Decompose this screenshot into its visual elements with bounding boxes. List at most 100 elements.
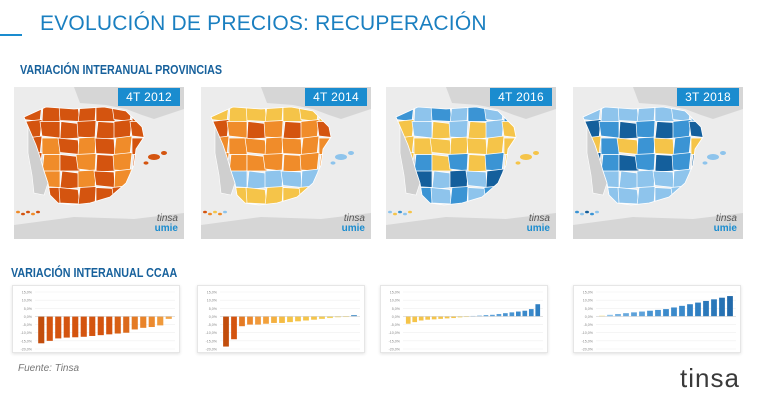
canary-island [585, 210, 589, 214]
chart-bar [528, 309, 534, 317]
province-region [616, 137, 640, 155]
y-tick-label: -15,0% [206, 339, 218, 343]
province-region [318, 187, 331, 205]
chart-bar [490, 314, 495, 317]
logo-umie-text: umie [341, 223, 365, 234]
province-region [228, 154, 248, 174]
chart-bar [255, 316, 261, 325]
section-provincias-label: VARIACIÓN INTERANUAL PROVINCIAS [20, 63, 223, 77]
province-region [690, 187, 703, 205]
canary-island [16, 210, 20, 214]
tinsa-umie-logo: tinsa umie [155, 214, 178, 234]
canary-island [393, 212, 397, 216]
y-tick-label: 10,0% [207, 299, 218, 303]
province-region [130, 170, 144, 188]
chart-bar [140, 316, 147, 328]
canary-island [595, 210, 599, 214]
chart-bar [165, 316, 172, 319]
province-region [484, 152, 505, 172]
province-region [618, 170, 640, 190]
y-tick-label: 0,0% [392, 315, 401, 319]
province-region [429, 137, 453, 155]
province-region [688, 121, 703, 139]
chart-bar [263, 316, 269, 324]
section-ccaa-label: VARIACIÓN INTERANUAL CCAA [11, 266, 178, 280]
chart-bar [97, 316, 104, 336]
spain-outline [395, 106, 517, 206]
canary-island [575, 210, 579, 214]
province-region [503, 137, 516, 155]
province-region [431, 170, 453, 190]
canary-island [408, 210, 412, 214]
chart-bar [599, 315, 605, 317]
chart-bar [719, 297, 725, 317]
province-region [467, 121, 488, 141]
y-tick-label: -5,0% [584, 323, 594, 327]
balearic-island [330, 161, 336, 165]
province-region [228, 137, 248, 155]
province-region [113, 119, 133, 139]
province-region [447, 153, 469, 172]
province-region [467, 154, 488, 173]
chart-bar [647, 310, 653, 317]
chart-bar [695, 302, 701, 317]
province-region [690, 137, 703, 155]
chart-bar [89, 316, 96, 336]
map-panel-2018: 3T 2018 tinsa umie [573, 87, 743, 239]
province-region [58, 187, 81, 205]
chart-bar [496, 313, 502, 317]
province-region [282, 121, 303, 141]
chart-bar [80, 316, 87, 337]
chart-bar [123, 316, 130, 333]
chart-bar [418, 316, 424, 321]
chart-bar [464, 316, 469, 318]
y-tick-label: 15,0% [583, 291, 594, 295]
province-region [226, 121, 248, 139]
y-tick-label: -5,0% [391, 323, 401, 327]
province-region [39, 121, 61, 139]
province-region [300, 119, 320, 139]
province-region [282, 154, 303, 173]
chart-bar [516, 311, 521, 317]
chart-bar [311, 316, 317, 320]
chart-bar [335, 316, 341, 318]
province-region [76, 120, 97, 139]
province-region [299, 152, 320, 172]
y-tick-label: -10,0% [582, 331, 594, 335]
province-region [502, 170, 516, 188]
chart-bar [671, 307, 677, 317]
spain-map [201, 87, 371, 239]
canary-island [36, 210, 40, 214]
canary-island [218, 212, 222, 216]
province-region [280, 170, 303, 188]
y-tick-label: 0,0% [585, 315, 594, 319]
province-region [77, 136, 97, 156]
chart-bar [522, 310, 528, 317]
canary-island [213, 210, 217, 214]
province-region [654, 121, 675, 141]
province-region [93, 170, 116, 188]
canary-island [590, 212, 594, 216]
chart-bar [412, 316, 418, 323]
chart-bar [711, 299, 717, 317]
province-region [689, 170, 703, 188]
logo-umie-text: umie [526, 223, 550, 234]
balearic-island [348, 151, 354, 155]
province-region [59, 170, 81, 190]
chart-bar [223, 316, 229, 347]
map-period-badge: 4T 2016 [490, 88, 552, 106]
province-region [466, 137, 488, 155]
province-region [75, 153, 97, 172]
canary-island [403, 212, 407, 216]
province-region [501, 121, 516, 139]
chart-bar [687, 304, 693, 317]
province-region [634, 153, 656, 172]
map-panel-2016: 4T 2016 tinsa umie [386, 87, 556, 239]
province-region [94, 137, 116, 155]
province-region [411, 121, 433, 139]
province-region [129, 121, 144, 139]
province-region [430, 187, 453, 205]
y-tick-label: 5,0% [585, 307, 594, 311]
y-tick-label: 5,0% [24, 307, 33, 311]
province-region [396, 119, 415, 139]
